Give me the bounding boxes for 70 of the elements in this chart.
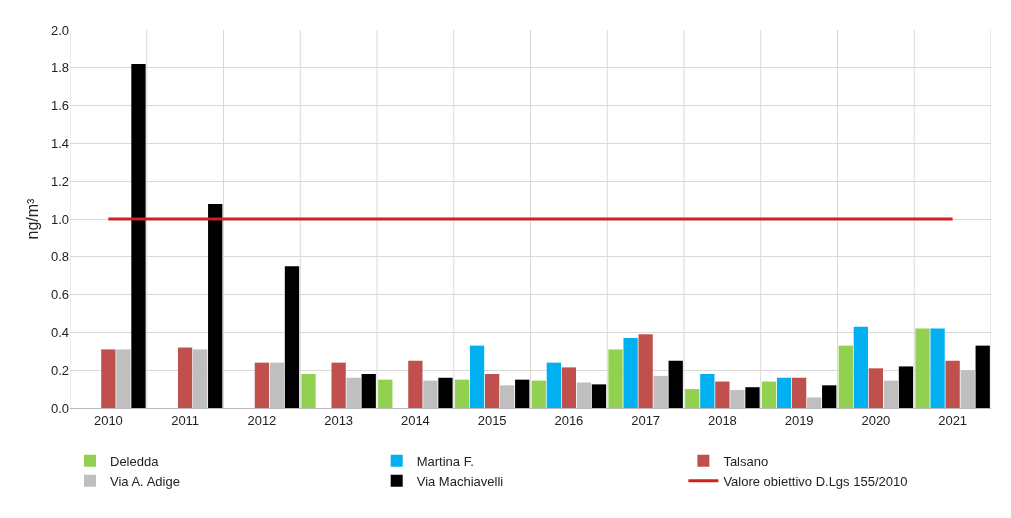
bar [515,379,530,408]
x-tick-label: 2021 [938,412,968,428]
legend-label: Talsano [723,453,769,469]
bar [776,377,792,408]
x-tick-label: 2019 [784,412,814,428]
bar [591,384,607,408]
x-tick-label: 2010 [93,412,123,428]
bar [561,367,577,408]
bar [915,328,930,408]
y-tick-label: 1.8 [50,60,69,76]
bar [208,203,223,408]
bar [131,64,146,408]
bar [378,379,393,408]
x-tick-label: 2016 [554,412,584,428]
legend-label: Via A. Adige [110,473,180,489]
bar [761,381,777,408]
y-tick-label: 0.6 [50,287,69,303]
x-tick-label: 2020 [861,412,891,428]
bar [454,379,470,408]
y-tick-label: 1.0 [50,211,69,227]
legend-label: Via Machiavelli [416,473,504,489]
bar [898,366,914,408]
bar [177,347,193,408]
bar [868,368,884,408]
bar [668,360,683,408]
y-tick-label: 0.8 [50,249,69,265]
x-tick-label: 2013 [324,412,354,428]
y-tick-label: 1.4 [50,135,69,151]
bar [715,381,730,408]
bar [853,326,868,408]
bar [745,387,760,408]
legend-label: Valore obiettivo D.Lgs 155/2010 [723,473,908,489]
y-tick-label: 0.0 [50,400,69,416]
bar [638,334,653,408]
bar [685,389,700,408]
y-axis-title: ng/m³ [23,197,41,240]
bar [484,373,500,408]
y-tick-label: 1.6 [50,98,69,114]
bar [975,345,990,408]
bar [838,345,853,408]
bar [700,373,715,408]
y-tick-label: 0.2 [50,362,69,378]
bar [608,349,623,408]
y-tick-label: 1.2 [50,173,69,189]
legend-label: Deledda [110,453,160,469]
bar [361,373,376,408]
bar [822,385,837,408]
bar [254,362,270,408]
bar [284,266,300,408]
bar [438,377,453,408]
bar [531,380,546,408]
x-tick-label: 2017 [631,412,661,428]
x-tick-label: 2015 [477,412,507,428]
x-tick-label: 2014 [400,412,430,428]
bar [101,349,116,408]
bar [301,373,316,408]
bar [623,338,638,408]
x-tick-label: 2012 [247,412,277,428]
bar [546,362,561,408]
x-tick-label: 2018 [707,412,737,428]
bar [469,345,485,408]
bar [945,360,960,408]
legend-label: Martina F. [416,453,474,469]
y-tick-label: 2.0 [50,22,69,38]
bar [791,377,807,408]
bar [408,360,423,408]
y-tick-label: 0.4 [50,324,69,340]
bar [930,328,945,408]
x-tick-label: 2011 [171,412,200,428]
bar [331,362,346,408]
